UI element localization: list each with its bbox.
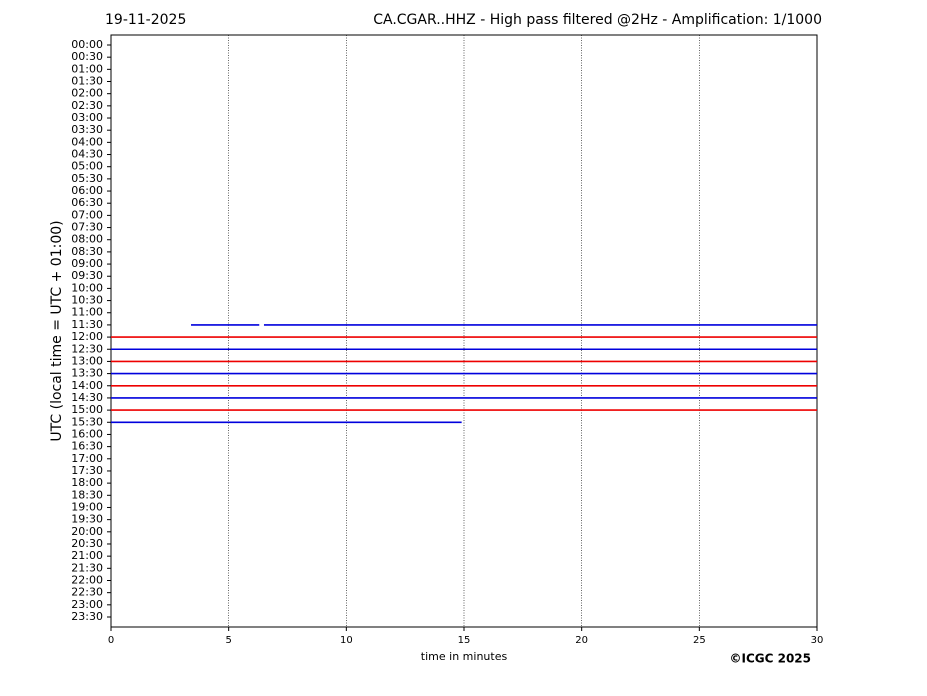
y-tick-label: 20:30 xyxy=(71,537,103,550)
chart-title: CA.CGAR..HHZ - High pass filtered @2Hz -… xyxy=(373,12,822,28)
y-tick-label: 10:00 xyxy=(71,281,103,294)
y-tick-label: 23:00 xyxy=(71,598,103,611)
y-tick-label: 10:30 xyxy=(71,294,103,307)
y-tick-label: 18:00 xyxy=(71,476,103,489)
y-tick-label: 21:00 xyxy=(71,549,103,562)
x-tick-label: 0 xyxy=(108,635,114,646)
x-tick-label: 25 xyxy=(693,635,706,646)
y-tick-label: 21:30 xyxy=(71,561,103,574)
y-tick-label: 15:30 xyxy=(71,415,103,428)
y-tick-label: 03:30 xyxy=(71,123,103,136)
x-tick-label: 5 xyxy=(225,635,231,646)
y-tick-label: 14:30 xyxy=(71,391,103,404)
y-tick-label: 20:00 xyxy=(71,525,103,538)
y-tick-label: 13:00 xyxy=(71,354,103,367)
y-tick-label: 06:00 xyxy=(71,184,103,197)
y-tick-label: 02:30 xyxy=(71,99,103,112)
y-tick-label: 17:00 xyxy=(71,452,103,465)
y-tick-label: 07:30 xyxy=(71,221,103,234)
y-tick-label: 08:30 xyxy=(71,245,103,258)
y-tick-label: 09:00 xyxy=(71,257,103,270)
y-tick-label: 16:00 xyxy=(71,427,103,440)
y-tick-label: 11:30 xyxy=(71,318,103,331)
x-axis-label: time in minutes xyxy=(421,650,508,663)
y-tick-label: 15:00 xyxy=(71,403,103,416)
y-tick-label: 00:00 xyxy=(71,38,103,51)
y-tick-label: 18:30 xyxy=(71,488,103,501)
y-tick-label: 05:30 xyxy=(71,172,103,185)
y-tick-label: 17:30 xyxy=(71,464,103,477)
y-tick-label: 12:30 xyxy=(71,342,103,355)
y-tick-label: 04:00 xyxy=(71,135,103,148)
y-axis-label: UTC (local time = UTC + 01:00) xyxy=(49,220,65,441)
y-tick-label: 01:30 xyxy=(71,75,103,88)
y-tick-label: 00:30 xyxy=(71,50,103,63)
y-tick-label: 05:00 xyxy=(71,160,103,173)
x-tick-label: 10 xyxy=(340,635,353,646)
y-tick-label: 19:00 xyxy=(71,500,103,513)
y-tick-label: 08:00 xyxy=(71,233,103,246)
y-tick-label: 01:00 xyxy=(71,62,103,75)
y-tick-label: 22:00 xyxy=(71,573,103,586)
y-tick-label: 12:00 xyxy=(71,330,103,343)
x-tick-label: 20 xyxy=(575,635,588,646)
y-tick-label: 23:30 xyxy=(71,610,103,623)
y-tick-label: 06:30 xyxy=(71,196,103,209)
x-tick-label: 15 xyxy=(458,635,471,646)
y-tick-label: 22:30 xyxy=(71,586,103,599)
chart-date: 19-11-2025 xyxy=(105,12,186,28)
y-tick-label: 19:30 xyxy=(71,513,103,526)
y-tick-label: 09:30 xyxy=(71,269,103,282)
y-tick-label: 13:30 xyxy=(71,367,103,380)
y-tick-label: 07:00 xyxy=(71,208,103,221)
y-tick-label: 14:00 xyxy=(71,379,103,392)
y-tick-label: 02:00 xyxy=(71,87,103,100)
x-tick-label: 30 xyxy=(811,635,824,646)
y-tick-label: 04:30 xyxy=(71,148,103,161)
credit: ©ICGC 2025 xyxy=(729,652,811,666)
y-tick-label: 03:00 xyxy=(71,111,103,124)
y-tick-label: 11:00 xyxy=(71,306,103,319)
y-tick-label: 16:30 xyxy=(71,440,103,453)
